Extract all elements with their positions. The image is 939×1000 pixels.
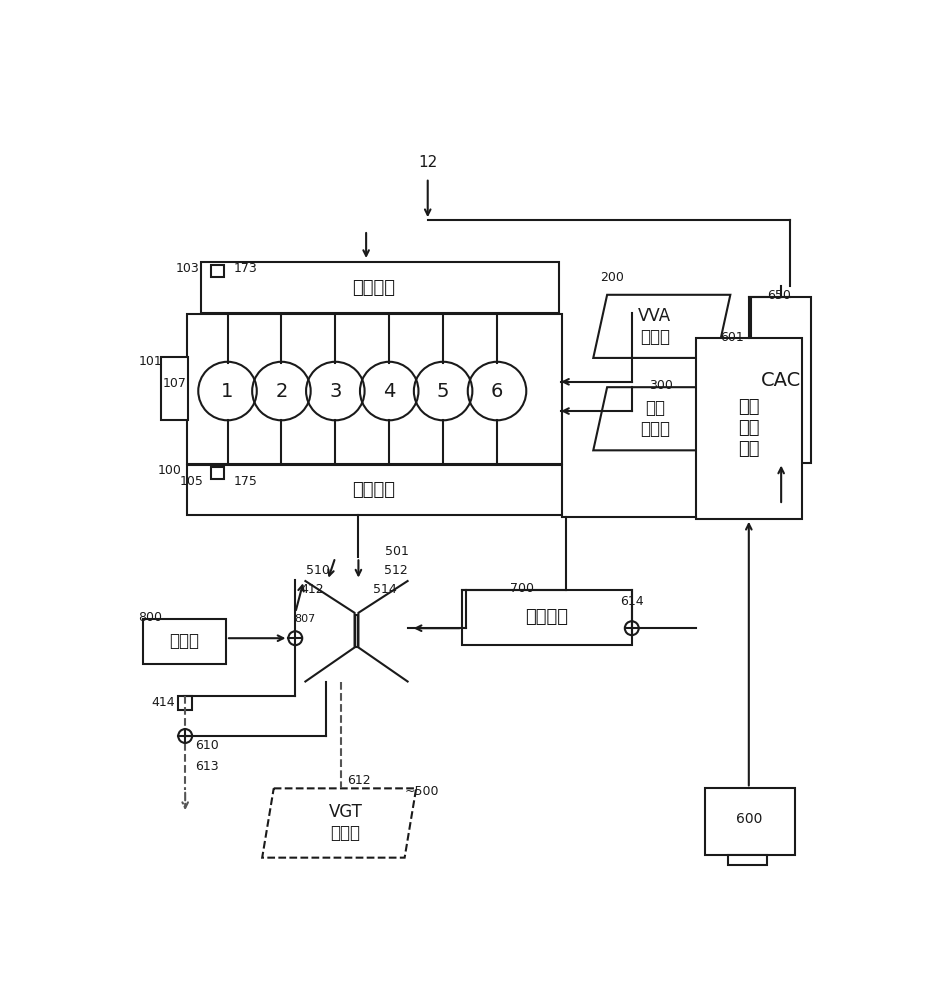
Bar — [462, 590, 632, 645]
Text: 612: 612 — [346, 774, 371, 787]
Text: 6: 6 — [491, 382, 503, 401]
Text: 107: 107 — [162, 377, 186, 390]
Bar — [201, 262, 559, 312]
Text: 175: 175 — [233, 475, 257, 488]
Text: 燃料
控制器: 燃料 控制器 — [639, 399, 670, 438]
Text: 100: 100 — [158, 464, 182, 477]
Text: 700: 700 — [510, 582, 533, 595]
Bar — [178, 696, 192, 710]
Text: ~500: ~500 — [405, 785, 439, 798]
Bar — [188, 314, 562, 464]
Bar — [355, 615, 359, 647]
Text: 进气
辅助
装置: 进气 辅助 装置 — [738, 398, 760, 458]
Bar — [696, 338, 802, 519]
Text: CAC: CAC — [761, 371, 801, 390]
Text: 614: 614 — [620, 595, 643, 608]
Bar — [188, 465, 562, 515]
Text: 613: 613 — [195, 760, 219, 773]
Text: 807: 807 — [294, 614, 316, 624]
Text: 200: 200 — [601, 271, 624, 284]
Text: 412: 412 — [300, 583, 324, 596]
Text: 103: 103 — [176, 262, 199, 275]
Text: 进气歧管: 进气歧管 — [352, 279, 395, 297]
Text: 650: 650 — [767, 289, 791, 302]
Text: 414: 414 — [152, 696, 176, 709]
Text: VVA
控制器: VVA 控制器 — [639, 307, 671, 346]
Text: 催化剂: 催化剂 — [169, 632, 199, 650]
Text: 12: 12 — [418, 155, 438, 170]
Polygon shape — [593, 295, 731, 358]
Text: 510: 510 — [306, 564, 331, 577]
Text: 2: 2 — [275, 382, 287, 401]
Text: 新鲜空气: 新鲜空气 — [526, 608, 569, 626]
Polygon shape — [705, 788, 795, 855]
Text: 105: 105 — [179, 475, 203, 488]
Bar — [210, 265, 224, 277]
Bar — [728, 855, 766, 865]
Bar — [143, 619, 226, 664]
Text: 601: 601 — [720, 331, 744, 344]
Text: 4: 4 — [383, 382, 395, 401]
Bar — [751, 297, 811, 463]
Text: 300: 300 — [649, 379, 673, 392]
Text: VGT
控制器: VGT 控制器 — [329, 803, 362, 842]
Text: 排气歧管: 排气歧管 — [352, 481, 395, 499]
Text: 512: 512 — [383, 564, 408, 577]
Text: 1: 1 — [222, 382, 234, 401]
Text: 610: 610 — [195, 739, 219, 752]
Text: 3: 3 — [330, 382, 342, 401]
Text: 101: 101 — [139, 355, 162, 368]
Bar — [161, 357, 188, 420]
Polygon shape — [262, 788, 416, 858]
Text: 800: 800 — [139, 611, 162, 624]
Text: 501: 501 — [385, 545, 408, 558]
Polygon shape — [593, 387, 731, 450]
Bar — [210, 466, 224, 479]
Text: 173: 173 — [234, 262, 257, 275]
Text: 5: 5 — [437, 382, 450, 401]
Text: 514: 514 — [374, 583, 397, 596]
Text: 600: 600 — [736, 812, 762, 826]
